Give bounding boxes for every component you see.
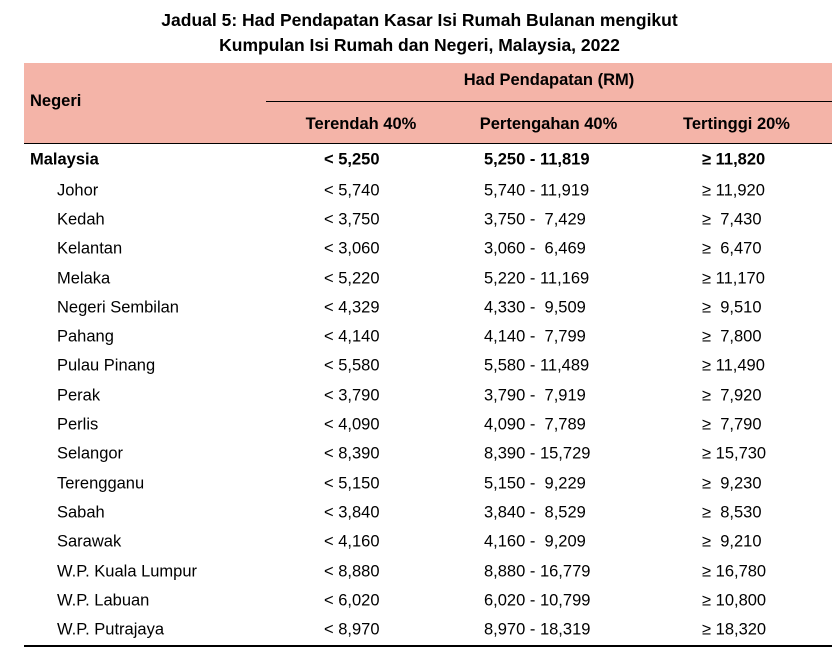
cell-mid: 8,880 - 16,779	[484, 562, 591, 580]
cell-low: < 5,740	[324, 181, 380, 200]
cell-low: < 4,090	[324, 415, 380, 434]
cell-mid: 8,970 - 18,319	[484, 620, 591, 639]
cell-low: < 8,970	[324, 620, 380, 639]
cell-state: Malaysia	[30, 150, 99, 169]
table-row: Negeri Sembilan < 4,329 4,330 - 9,509 ≥ 9,5…	[24, 293, 832, 322]
table-row: W.P. Kuala Lumpur < 8,880 8,880 - 16,779 ≥ …	[24, 557, 832, 586]
cell-mid: 3,840 - 8,529	[484, 503, 586, 522]
cell-state: Negeri Sembilan	[57, 298, 179, 317]
table-row: W.P. Putrajaya < 8,970 8,970 - 18,319 ≥ 18,…	[24, 615, 832, 644]
cell-state: Kedah	[57, 210, 105, 229]
cell-mid: 5,150 - 9,229	[484, 474, 586, 493]
cell-high: ≥ 9,230	[702, 474, 762, 493]
cell-state: W.P. Putrajaya	[57, 620, 165, 639]
cell-low: < 6,020	[324, 591, 380, 610]
cell-mid: 4,090 - 7,789	[484, 415, 586, 434]
table-header: Negeri Had Pendapatan (RM) Terendah 40% …	[24, 63, 832, 143]
table-row: Pulau Pinang < 5,580 5,580 - 11,489 ≥ 11,49…	[24, 352, 832, 381]
cell-mid: 8,390 - 15,729	[484, 444, 591, 463]
cell-state: Perlis	[57, 415, 99, 434]
cell-low: < 8,390	[324, 444, 380, 463]
cell-low: < 3,060	[324, 239, 380, 258]
cell-state: Terengganu	[57, 474, 145, 493]
cell-mid: 4,140 - 7,799	[484, 327, 586, 346]
cell-mid: 4,330 - 9,509	[484, 298, 586, 317]
cell-high: ≥ 7,800	[702, 327, 762, 346]
cell-state: Melaka	[57, 269, 111, 288]
cell-high: ≥ 7,790	[702, 415, 762, 434]
cell-high: ≥ 18,320	[702, 620, 767, 639]
cell-high: ≥ 7,920	[702, 386, 762, 405]
cell-state: Kelantan	[57, 239, 123, 258]
cell-high: ≥ 16,780	[702, 562, 767, 580]
income-table: Negeri Had Pendapatan (RM) Terendah 40% …	[24, 63, 832, 647]
table-row: W.P. Labuan < 6,020 6,020 - 10,799 ≥ 10,800	[24, 586, 832, 615]
table-bottom-rule	[24, 644, 832, 647]
cell-mid: 5,220 - 11,169	[484, 269, 590, 288]
cell-high: ≥ 11,490	[702, 356, 765, 375]
cell-mid: 5,740 - 11,919	[484, 181, 590, 200]
cell-state: W.P. Labuan	[57, 591, 150, 610]
cell-high: ≥ 9,210	[702, 532, 762, 551]
cell-high: ≥ 11,170	[702, 269, 765, 288]
cell-state: Pahang	[57, 327, 114, 346]
cell-low: < 3,750	[324, 210, 380, 229]
cell-mid: 6,020 - 10,799	[484, 591, 591, 610]
cell-state: Selangor	[57, 444, 124, 463]
cell-low: < 5,250	[324, 150, 380, 169]
cell-low: < 4,160	[324, 532, 380, 551]
cell-low: < 3,840	[324, 503, 380, 522]
cell-mid: 5,580 - 11,489	[484, 356, 590, 375]
table-row-national: Malaysia < 5,250 5,250 - 11,819 ≥ 11,820	[24, 144, 832, 176]
table-row: Perlis < 4,090 4,090 - 7,789 ≥ 7,790	[24, 410, 832, 439]
cell-high: ≥ 11,820	[702, 150, 766, 169]
table-row: Terengganu < 5,150 5,150 - 9,229 ≥ 9,230	[24, 469, 832, 498]
header-col-mid: Pertengahan 40%	[479, 115, 618, 133]
cell-low: < 4,140	[324, 327, 380, 346]
header-state: Negeri	[30, 92, 82, 110]
cell-high: ≥ 10,800	[702, 591, 767, 610]
header-col-high: Tertinggi 20%	[683, 115, 790, 133]
cell-low: < 4,329	[324, 298, 380, 317]
table-row: Sarawak < 4,160 4,160 - 9,209 ≥ 9,210	[24, 528, 832, 557]
header-col-low: Terendah 40%	[305, 115, 417, 133]
cell-mid: 4,160 - 9,209	[484, 532, 586, 551]
cell-low: < 8,880	[324, 562, 380, 580]
table-row: Melaka < 5,220 5,220 - 11,169 ≥ 11,170	[24, 264, 832, 293]
table-row: Selangor < 8,390 8,390 - 15,729 ≥ 15,730	[24, 440, 832, 469]
cell-mid: 3,060 - 6,469	[484, 239, 586, 258]
table-row: Sabah < 3,840 3,840 - 8,529 ≥ 8,530	[24, 498, 832, 527]
cell-mid: 3,750 - 7,429	[484, 210, 586, 229]
cell-mid: 3,790 - 7,919	[484, 386, 586, 405]
table-row: Pahang < 4,140 4,140 - 7,799 ≥ 7,800	[24, 322, 832, 351]
cell-state: Pulau Pinang	[57, 356, 156, 375]
cell-state: W.P. Kuala Lumpur	[57, 562, 198, 580]
header-income-group: Had Pendapatan (RM)	[463, 71, 635, 89]
cell-mid: 5,250 - 11,819	[484, 150, 590, 169]
table-title-line-2: Kumpulan Isi Rumah dan Negeri, Malaysia,…	[219, 35, 620, 55]
cell-high: ≥ 11,920	[702, 181, 765, 200]
cell-high: ≥ 9,510	[702, 298, 762, 317]
table-title-line-1: Jadual 5: Had Pendapatan Kasar Isi Rumah…	[161, 10, 678, 30]
table-row: Kedah < 3,750 3,750 - 7,429 ≥ 7,430	[24, 205, 832, 234]
cell-state: Sabah	[57, 503, 105, 522]
table-title: Jadual 5: Had Pendapatan Kasar Isi Rumah…	[0, 8, 839, 58]
cell-low: < 5,150	[324, 474, 380, 493]
table-body: Johor < 5,740 5,740 - 11,919 ≥ 11,920 Kedah <…	[24, 176, 832, 645]
cell-state: Johor	[57, 181, 99, 200]
cell-low: < 3,790	[324, 386, 380, 405]
table-row: Perak < 3,790 3,790 - 7,919 ≥ 7,920	[24, 381, 832, 410]
table-row: Johor < 5,740 5,740 - 11,919 ≥ 11,920	[24, 176, 832, 205]
cell-low: < 5,580	[324, 356, 380, 375]
header-divider	[266, 101, 832, 102]
cell-state: Perak	[57, 386, 101, 405]
cell-state: Sarawak	[57, 532, 122, 551]
header-bottom-rule	[24, 143, 832, 144]
cell-high: ≥ 15,730	[702, 444, 767, 463]
cell-high: ≥ 7,430	[702, 210, 762, 229]
cell-high: ≥ 6,470	[702, 239, 762, 258]
cell-high: ≥ 8,530	[702, 503, 762, 522]
cell-low: < 5,220	[324, 269, 380, 288]
table-row: Kelantan < 3,060 3,060 - 6,469 ≥ 6,470	[24, 235, 832, 264]
